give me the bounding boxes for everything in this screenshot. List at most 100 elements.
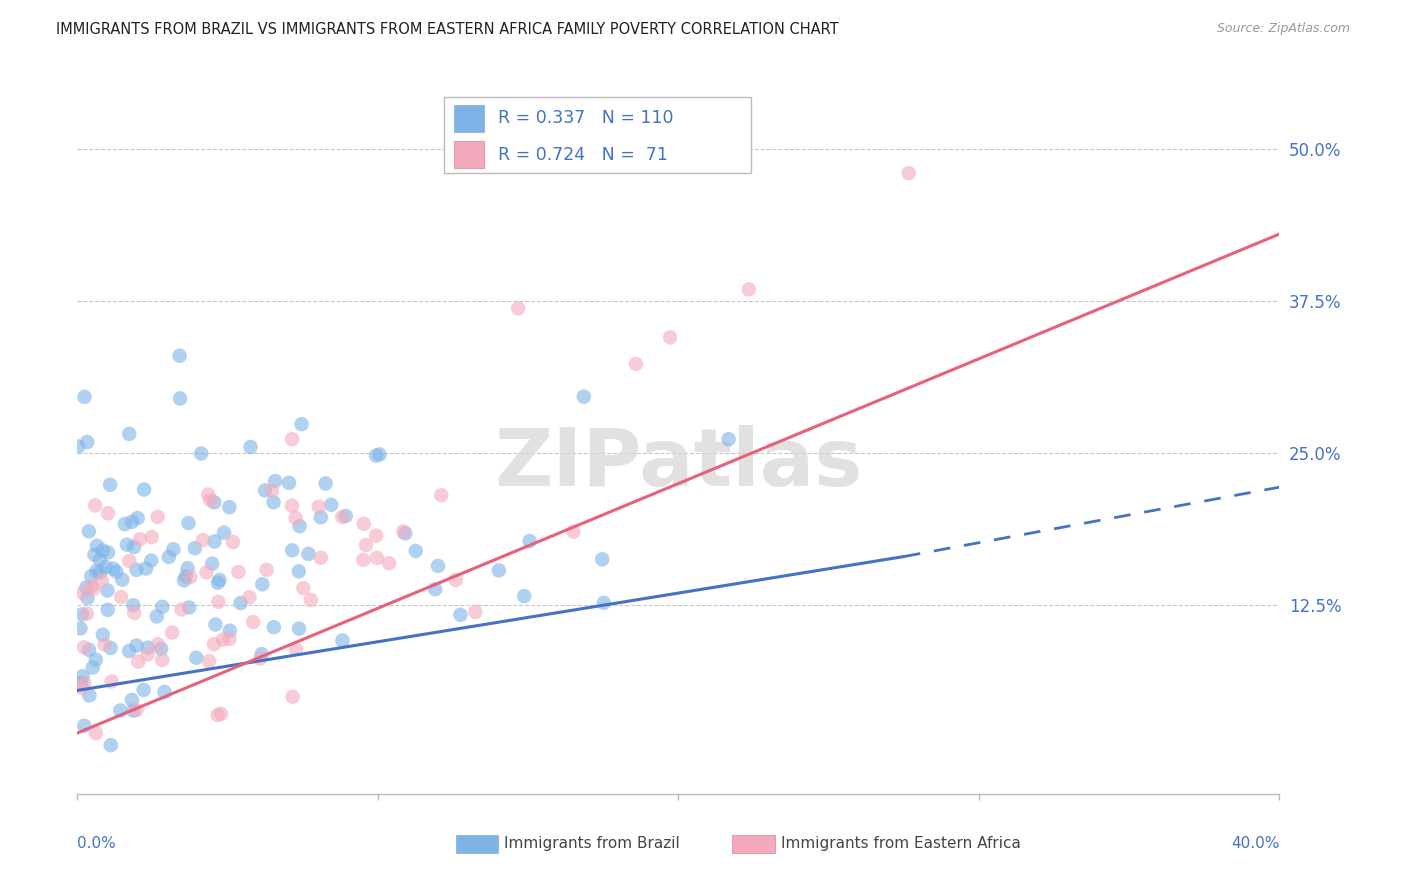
Point — [174, 569, 197, 583]
Point — [135, 561, 157, 575]
Text: ZIPatlas: ZIPatlas — [495, 425, 862, 502]
Point — [86, 564, 108, 578]
Point — [430, 488, 453, 502]
Point — [212, 525, 235, 540]
Point — [204, 617, 226, 632]
Point — [353, 516, 375, 531]
Text: IMMIGRANTS FROM BRAZIL VS IMMIGRANTS FROM EASTERN AFRICA FAMILY POVERTY CORRELAT: IMMIGRANTS FROM BRAZIL VS IMMIGRANTS FRO… — [56, 22, 839, 37]
Point — [89, 566, 111, 580]
Point — [308, 500, 330, 514]
Point — [190, 446, 212, 460]
Point — [110, 704, 132, 718]
Point — [309, 510, 332, 524]
Point — [284, 511, 307, 525]
Point — [202, 495, 225, 509]
Point — [97, 545, 120, 559]
Point — [290, 417, 312, 432]
Point — [122, 598, 145, 612]
Point — [278, 475, 301, 490]
Point — [423, 582, 446, 597]
Point — [146, 637, 169, 651]
Point — [198, 654, 221, 668]
Point — [177, 516, 200, 530]
Text: R = 0.337   N = 110: R = 0.337 N = 110 — [498, 110, 673, 128]
Point — [335, 508, 357, 523]
Point — [207, 708, 229, 723]
Point — [118, 644, 141, 658]
Point — [127, 511, 149, 525]
Point — [169, 392, 191, 406]
Point — [73, 719, 96, 733]
Point — [70, 607, 93, 622]
Point — [254, 483, 277, 498]
Point — [218, 624, 240, 638]
Point — [89, 553, 111, 567]
Point — [153, 685, 176, 699]
Point — [519, 534, 541, 549]
Point — [263, 495, 285, 509]
Point — [80, 569, 103, 583]
Point — [242, 615, 264, 629]
Point — [86, 539, 108, 553]
Point — [115, 538, 138, 552]
Point — [129, 532, 152, 546]
Text: Immigrants from Brazil: Immigrants from Brazil — [505, 836, 681, 851]
Point — [93, 638, 115, 652]
Point — [624, 357, 647, 371]
Point — [378, 556, 401, 570]
Point — [121, 693, 143, 707]
Point — [315, 476, 337, 491]
Point — [200, 493, 222, 508]
Point — [150, 599, 173, 614]
Point — [738, 282, 761, 296]
Point — [321, 498, 343, 512]
Point — [176, 561, 198, 575]
Text: Immigrants from Eastern Africa: Immigrants from Eastern Africa — [780, 836, 1021, 851]
Point — [592, 596, 614, 610]
Point — [464, 605, 486, 619]
FancyBboxPatch shape — [454, 105, 484, 132]
Point — [281, 690, 304, 704]
Point — [195, 566, 218, 580]
Point — [292, 581, 315, 595]
Point — [366, 528, 388, 542]
Point — [591, 552, 613, 566]
Point — [132, 483, 155, 497]
Text: 40.0%: 40.0% — [1232, 837, 1279, 852]
Point — [208, 573, 231, 587]
Point — [110, 590, 132, 604]
Point — [114, 516, 136, 531]
Point — [91, 628, 114, 642]
FancyBboxPatch shape — [456, 835, 498, 853]
FancyBboxPatch shape — [733, 835, 775, 853]
Point — [100, 674, 122, 689]
Point — [90, 574, 112, 588]
Text: Source: ZipAtlas.com: Source: ZipAtlas.com — [1216, 22, 1350, 36]
Point — [332, 633, 354, 648]
Point — [508, 301, 530, 316]
Point — [136, 648, 159, 662]
Text: 0.0%: 0.0% — [77, 837, 117, 852]
Point — [84, 653, 107, 667]
Point — [96, 583, 118, 598]
Point — [394, 526, 416, 541]
Point — [79, 689, 101, 703]
Point — [572, 390, 595, 404]
Point — [207, 575, 229, 590]
Point — [170, 602, 193, 616]
Point — [91, 543, 114, 558]
Point — [256, 563, 278, 577]
Point — [72, 669, 94, 683]
Point — [77, 642, 100, 657]
FancyBboxPatch shape — [454, 141, 484, 169]
Point — [76, 435, 98, 450]
Point — [222, 535, 245, 549]
Point — [263, 620, 285, 634]
Point — [146, 509, 169, 524]
Point — [252, 577, 274, 591]
Point — [160, 625, 183, 640]
Point — [392, 524, 415, 539]
Point — [125, 703, 148, 717]
Point — [184, 541, 207, 556]
Point — [207, 595, 229, 609]
